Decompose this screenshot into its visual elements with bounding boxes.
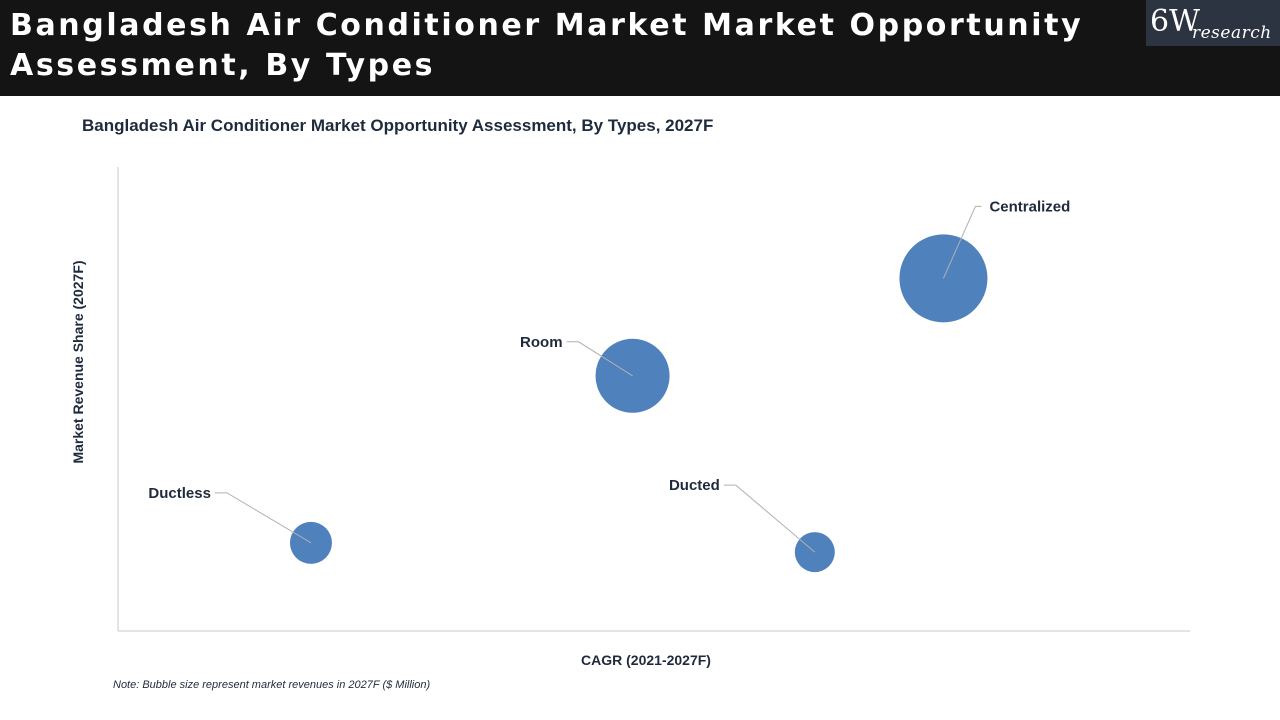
x-axis-label: CAGR (2021-2027F) — [581, 652, 711, 668]
leader-line-ducted — [723, 484, 816, 553]
bubble-layer: Ductless Room Ducted Centralized — [148, 198, 1070, 573]
y-axis-label: Market Revenue Share (2027F) — [70, 260, 86, 463]
logo-main-text: 6W — [1150, 4, 1200, 39]
page-title: Bangladesh Air Conditioner Market Market… — [10, 8, 1084, 83]
bubble-label-room: Room — [520, 334, 563, 351]
footnote: Note: Bubble size represent market reven… — [113, 679, 431, 691]
bubble-label-ductless: Ductless — [148, 485, 211, 502]
chart-title: Bangladesh Air Conditioner Market Opport… — [82, 116, 714, 135]
logo-sub-text: research — [1192, 23, 1272, 43]
brand-logo: 6W research — [1146, 0, 1280, 46]
bubble-label-ducted: Ducted — [669, 477, 720, 494]
bubble-label-centralized: Centralized — [989, 198, 1070, 215]
leader-line-centralized — [942, 205, 982, 279]
leader-line-room — [566, 341, 633, 377]
header-bar: Bangladesh Air Conditioner Market Market… — [0, 0, 1280, 96]
leader-line-ductless — [214, 492, 312, 544]
